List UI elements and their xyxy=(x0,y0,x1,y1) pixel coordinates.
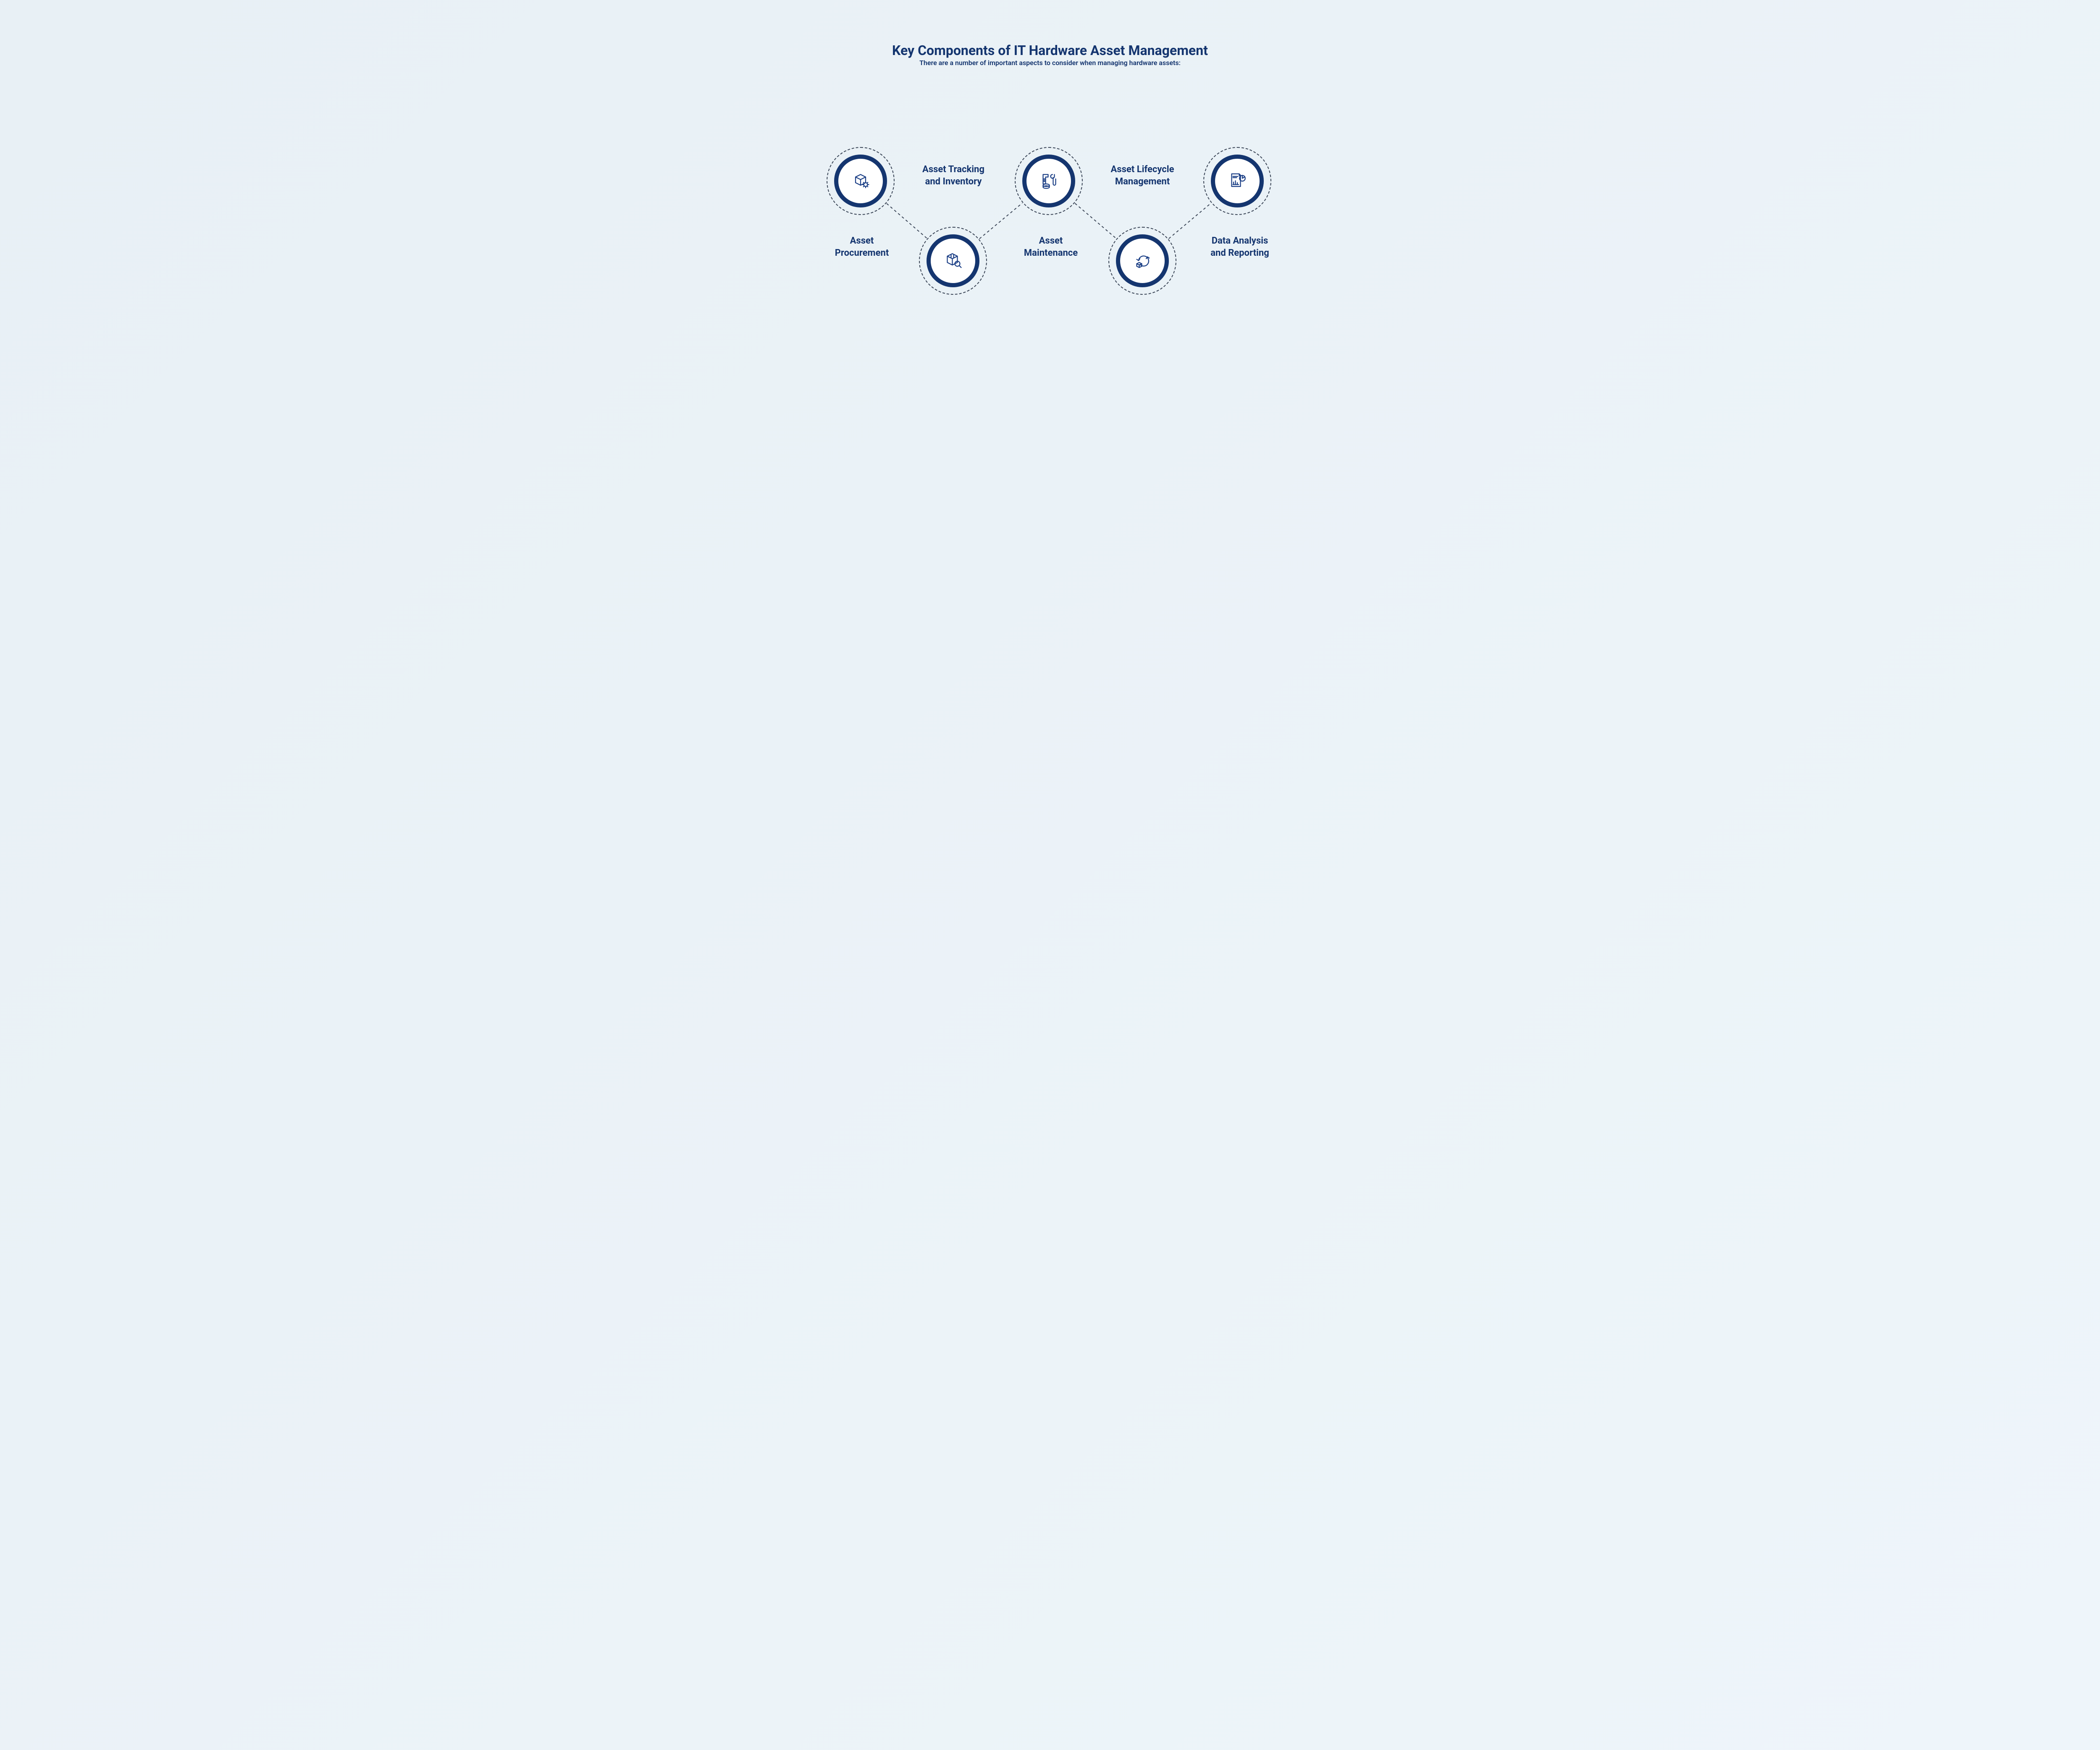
page-title: Key Components of IT Hardware Asset Mana… xyxy=(778,42,1322,58)
label-tracking: Asset Trackingand Inventory xyxy=(907,164,1000,188)
lifecycle-icon xyxy=(1132,250,1152,272)
label-maintenance: AssetMaintenance xyxy=(1005,235,1097,259)
maintenance-icon xyxy=(1039,170,1059,192)
reporting-icon xyxy=(1227,170,1247,192)
page-subtitle: There are a number of important aspects … xyxy=(778,59,1322,67)
node-maintenance xyxy=(1015,147,1083,215)
node-tracking xyxy=(919,227,987,295)
node-solid-ring xyxy=(1022,155,1075,207)
node-solid-ring xyxy=(1116,234,1169,287)
tracking-icon xyxy=(943,250,963,272)
label-reporting: Data Analysisand Reporting xyxy=(1194,235,1286,259)
procurement-icon xyxy=(850,170,871,192)
label-procurement: AssetProcurement xyxy=(820,235,904,259)
node-solid-ring xyxy=(927,234,979,287)
diagram-canvas: Key Components of IT Hardware Asset Mana… xyxy=(778,0,1322,389)
node-reporting xyxy=(1203,147,1271,215)
node-procurement xyxy=(827,147,895,215)
node-solid-ring xyxy=(1211,155,1264,207)
node-solid-ring xyxy=(834,155,887,207)
label-lifecycle: Asset LifecycleManagement xyxy=(1096,164,1189,188)
node-lifecycle xyxy=(1108,227,1176,295)
